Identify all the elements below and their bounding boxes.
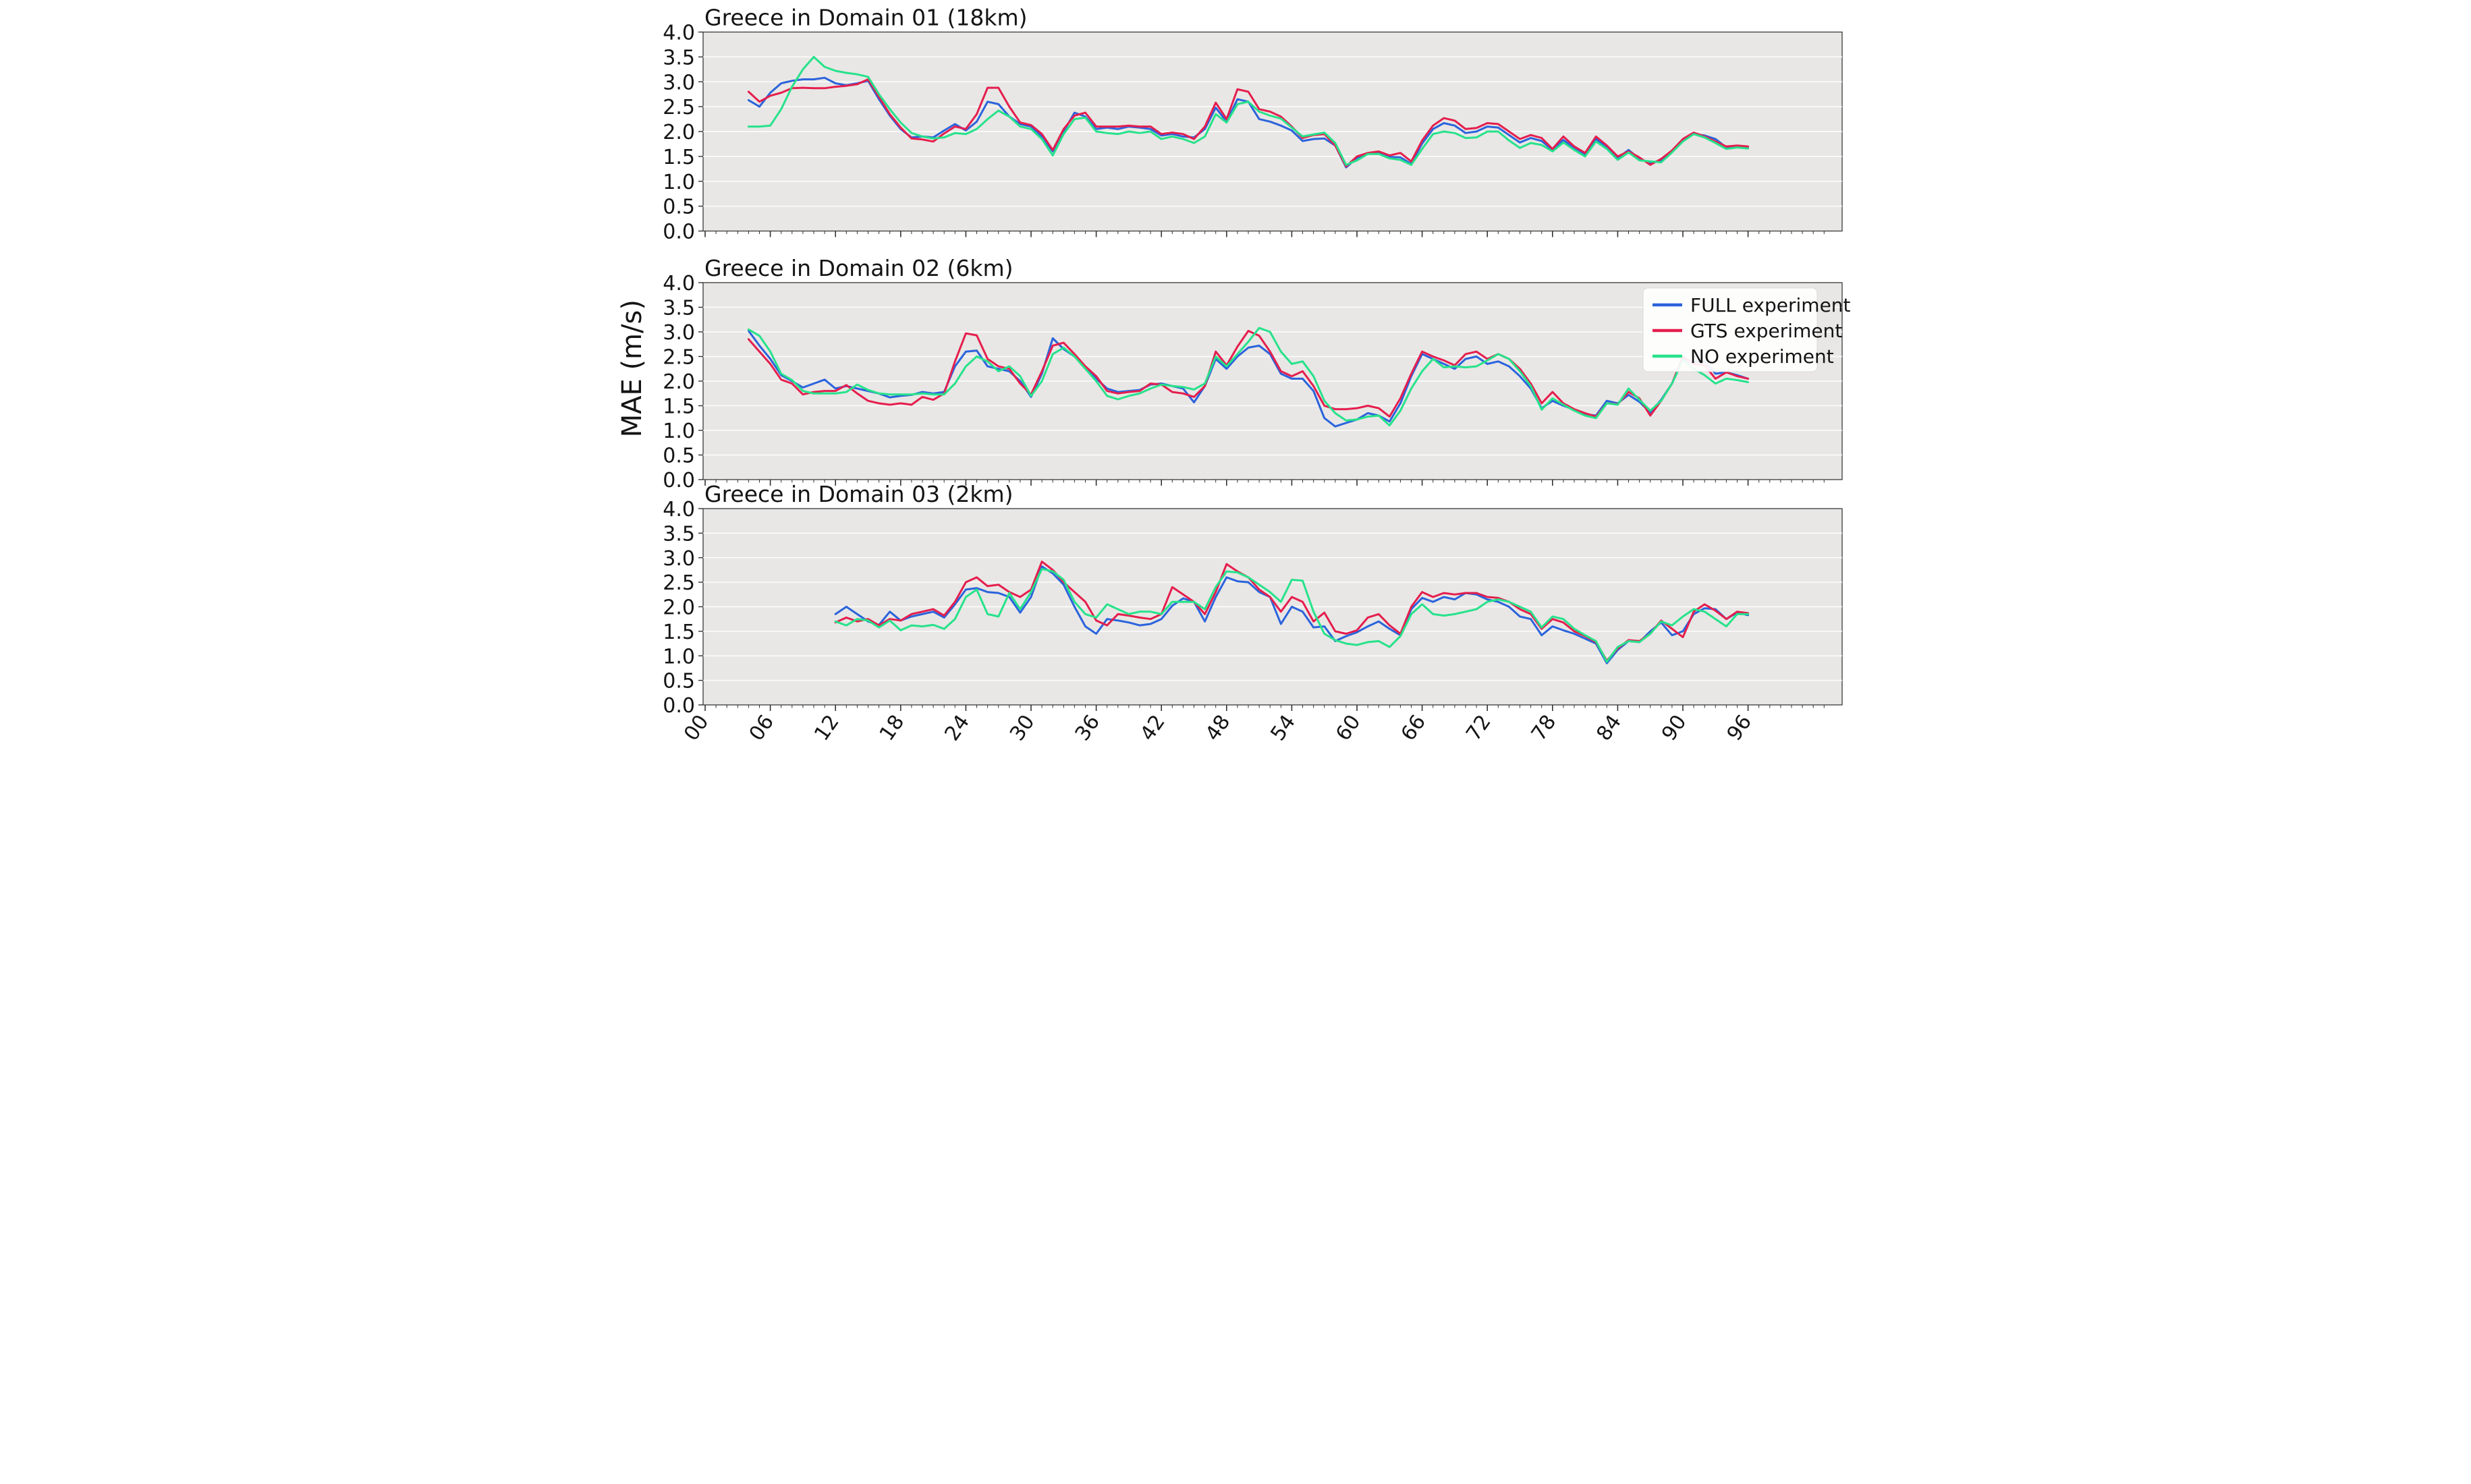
panel-domain-03: 0.00.51.01.52.02.53.03.54.0 Greece in Dom… xyxy=(663,481,1843,718)
series-line-gts-experiment xyxy=(747,78,1749,168)
y-tick-label: 1.0 xyxy=(663,420,695,443)
y-tick-label: 3.5 xyxy=(663,297,695,320)
y-tick-label: 1.0 xyxy=(663,645,695,668)
legend-entry: FULL experiment xyxy=(1652,294,1851,316)
panel-title: Greece in Domain 02 (6km) xyxy=(704,255,1014,281)
y-tick-label: 3.0 xyxy=(663,321,695,345)
gridlines xyxy=(702,56,1842,207)
y-tick-label: 2.0 xyxy=(663,121,695,144)
series-line-no-experiment xyxy=(747,55,1749,166)
y-tick-label: 0.0 xyxy=(663,694,695,718)
y-tick-label: 2.5 xyxy=(663,571,695,595)
legend-box xyxy=(1642,287,1817,372)
legend-entry: GTS experiment xyxy=(1652,320,1842,342)
y-tick-label: 3.0 xyxy=(663,547,695,571)
chart-svg: MAE (m/s)0.00.51.01.52.02.53.03.54.0Gree… xyxy=(617,0,1854,742)
series-line-gts-experiment xyxy=(747,330,1749,418)
panel-title: Greece in Domain 03 (2km) xyxy=(704,481,1014,507)
y-tick-label: 0.5 xyxy=(663,196,695,219)
y-tick-label: 1.5 xyxy=(663,395,695,419)
y-tick-label: 0.0 xyxy=(663,469,695,492)
y-tick-label: 1.5 xyxy=(663,146,695,169)
y-tick-label: 2.5 xyxy=(663,96,695,119)
y-tick-label: 3.0 xyxy=(663,71,695,94)
mae-verification-figure: MAE (m/s) 0.0 0.5 1.0 1.5 2.0 2.5 3.0 3.5 4.0 Gree… xyxy=(617,0,1854,742)
panel-domain-01: 0.00.51.01.52.02.53.03.54.0 Greece in Dom… xyxy=(663,5,1843,244)
y-tick-label: 1.0 xyxy=(663,171,695,194)
y-tick-label: 2.0 xyxy=(663,596,695,620)
series-line-no-experiment xyxy=(834,568,1749,663)
y-tick-label: 0.5 xyxy=(663,670,695,693)
series-line-no-experiment xyxy=(747,326,1749,427)
legend-label: FULL experiment xyxy=(1690,294,1851,316)
y-tick-label: 0.0 xyxy=(663,221,695,244)
legend-label: NO experiment xyxy=(1690,345,1834,368)
legend-entry: NO experiment xyxy=(1652,345,1834,368)
y-tick-label: 2.0 xyxy=(663,370,695,394)
y-tick-label: 2.5 xyxy=(663,346,695,370)
y-axis-label: MAE (m/s) xyxy=(618,299,648,437)
y-tick-label: 4.0 xyxy=(663,498,695,521)
y-tick-label: 1.5 xyxy=(663,621,695,644)
y-tick-label: 3.5 xyxy=(663,46,695,69)
legend: FULL experiment GTS experiment NO experime… xyxy=(1642,287,1851,372)
y-tick-label: 4.0 xyxy=(663,22,695,45)
y-tick-label: 3.5 xyxy=(663,522,695,546)
panel-title: Greece in Domain 01 (18km) xyxy=(704,5,1028,31)
legend-label: GTS experiment xyxy=(1690,320,1842,342)
y-tick-label: 4.0 xyxy=(663,272,695,295)
y-tick-label: 0.5 xyxy=(663,445,695,468)
